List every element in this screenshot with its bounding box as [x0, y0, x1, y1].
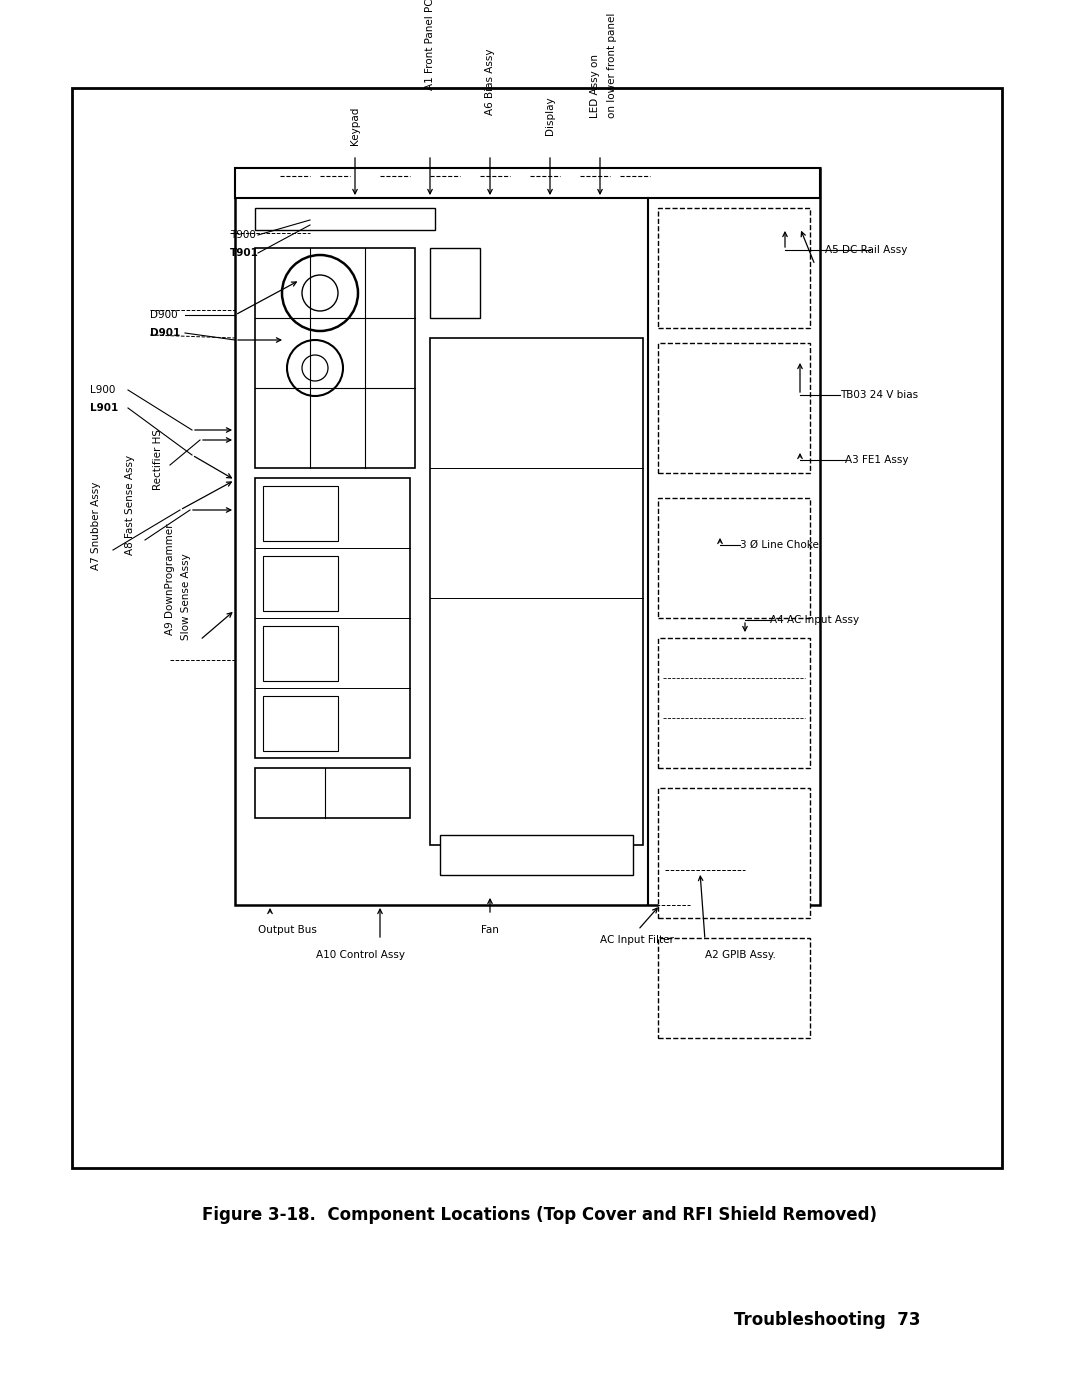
- Text: L901: L901: [90, 402, 118, 414]
- Text: Display: Display: [545, 96, 555, 136]
- Text: Slow Sense Assy: Slow Sense Assy: [181, 553, 191, 640]
- Bar: [255, 249, 415, 468]
- Text: 3 Ø Line Choke: 3 Ø Line Choke: [740, 541, 819, 550]
- Text: A7 Snubber Assy: A7 Snubber Assy: [91, 482, 102, 570]
- Bar: [658, 788, 810, 918]
- Text: on lower front panel: on lower front panel: [607, 13, 617, 117]
- Text: Output Bus: Output Bus: [258, 925, 316, 935]
- Bar: [658, 937, 810, 1038]
- Bar: [430, 338, 643, 845]
- Bar: [658, 497, 810, 617]
- Text: A5 DC Rail Assy: A5 DC Rail Assy: [825, 244, 907, 256]
- Text: A6 Bias Assy: A6 Bias Assy: [485, 49, 495, 115]
- Text: A9 DownProgrammer: A9 DownProgrammer: [165, 524, 175, 636]
- Bar: [255, 768, 410, 819]
- Bar: [440, 835, 633, 875]
- Text: Fan: Fan: [481, 925, 499, 935]
- Text: LED Assy on: LED Assy on: [590, 54, 600, 117]
- Text: Figure 3-18.  Component Locations (Top Cover and RFI Shield Removed): Figure 3-18. Component Locations (Top Co…: [203, 1206, 877, 1224]
- Text: Troubleshooting  73: Troubleshooting 73: [733, 1310, 920, 1329]
- Text: A8 Fast Sense Assy: A8 Fast Sense Assy: [125, 455, 135, 555]
- Text: T900: T900: [230, 231, 256, 240]
- Text: A1 Front Panel PC Assy: A1 Front Panel PC Assy: [426, 0, 435, 89]
- Text: A10 Control Assy: A10 Control Assy: [315, 950, 405, 960]
- Bar: [255, 478, 410, 759]
- Bar: [72, 88, 1002, 1168]
- Text: TB03 24 V bias: TB03 24 V bias: [840, 390, 918, 400]
- Bar: [658, 208, 810, 328]
- Bar: [658, 344, 810, 474]
- Bar: [255, 208, 435, 231]
- Bar: [235, 168, 820, 905]
- Text: Keypad: Keypad: [350, 106, 360, 145]
- Bar: [264, 486, 338, 541]
- Bar: [430, 249, 480, 319]
- Text: D900: D900: [150, 310, 177, 320]
- Text: L900: L900: [90, 386, 116, 395]
- Text: A4 AC Input Assy: A4 AC Input Assy: [770, 615, 859, 624]
- Bar: [264, 556, 338, 610]
- Text: A2 GPIB Assy.: A2 GPIB Assy.: [705, 950, 775, 960]
- Text: Rectifier HS: Rectifier HS: [153, 429, 163, 490]
- Text: T901: T901: [230, 249, 259, 258]
- Bar: [235, 168, 820, 198]
- Bar: [264, 696, 338, 752]
- Text: A3 FE1 Assy: A3 FE1 Assy: [845, 455, 908, 465]
- Bar: [264, 626, 338, 680]
- Text: AC Input Filter: AC Input Filter: [600, 935, 674, 944]
- Bar: [658, 638, 810, 768]
- Text: D901: D901: [150, 328, 180, 338]
